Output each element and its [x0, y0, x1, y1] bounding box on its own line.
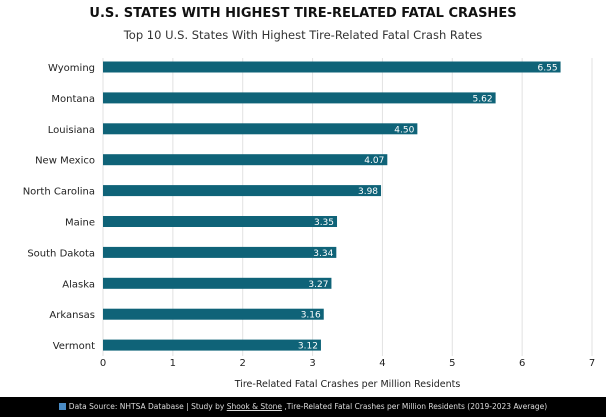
data-label: 3.98: [358, 187, 378, 197]
x-tick-label: 6: [519, 358, 525, 369]
footer-suffix: ,Tire-Related Fatal Crashes per Million …: [282, 402, 548, 411]
bar: [103, 123, 418, 135]
data-label: 3.34: [313, 249, 333, 259]
bar: [103, 277, 332, 289]
bar: [103, 154, 388, 166]
data-label: 3.35: [314, 218, 334, 228]
bar: [103, 308, 324, 320]
x-axis-label: Tire-Related Fatal Crashes per Million R…: [234, 379, 461, 390]
data-label: 3.12: [298, 342, 318, 352]
x-tick-label: 5: [449, 358, 455, 369]
data-label: 6.55: [538, 64, 558, 74]
bar: [103, 61, 561, 73]
bar: [103, 216, 338, 227]
category-label: Maine: [65, 218, 95, 229]
x-tick-label: 2: [240, 358, 246, 369]
category-label: Arkansas: [49, 310, 95, 321]
data-label: 4.50: [394, 125, 414, 135]
category-label: Wyoming: [48, 63, 95, 74]
footer: Data Source: NHTSA Database | Study by S…: [0, 397, 606, 417]
category-label: Montana: [51, 94, 95, 105]
bar-chart: 0 1 2 3 4 5 6 7 Tire-Related Fatal Crashes per M…: [23, 58, 595, 390]
data-label: 3.16: [301, 311, 321, 321]
category-label: New Mexico: [35, 156, 95, 167]
shook-stone-link[interactable]: Shook & Stone: [226, 402, 283, 411]
x-tick-label: 4: [379, 358, 385, 369]
category-label: Alaska: [62, 279, 95, 290]
chart-icon: [58, 403, 66, 410]
bar: [103, 92, 496, 104]
data-label: 5.62: [473, 94, 493, 104]
x-tick-label: 0: [100, 358, 106, 369]
x-tick-label: 3: [309, 358, 315, 369]
data-label: 3.27: [308, 280, 328, 290]
chart-title: U.S. STATES WITH HIGHEST TIRE-RELATED FA…: [89, 6, 517, 21]
category-label: Vermont: [53, 341, 95, 352]
data-label: 4.07: [364, 156, 384, 166]
category-label: Louisiana: [48, 125, 95, 136]
x-tick-label: 1: [170, 358, 176, 369]
chart-subtitle: Top 10 U.S. States With Highest Tire-Rel…: [123, 28, 483, 42]
x-tick-label: 7: [589, 358, 595, 369]
bar: [103, 185, 382, 197]
footer-prefix: Data Source: NHTSA Database | Study by: [68, 402, 227, 411]
bar: [103, 339, 321, 351]
bar: [103, 246, 337, 258]
category-label: South Dakota: [27, 248, 95, 259]
category-label: North Carolina: [23, 187, 95, 198]
